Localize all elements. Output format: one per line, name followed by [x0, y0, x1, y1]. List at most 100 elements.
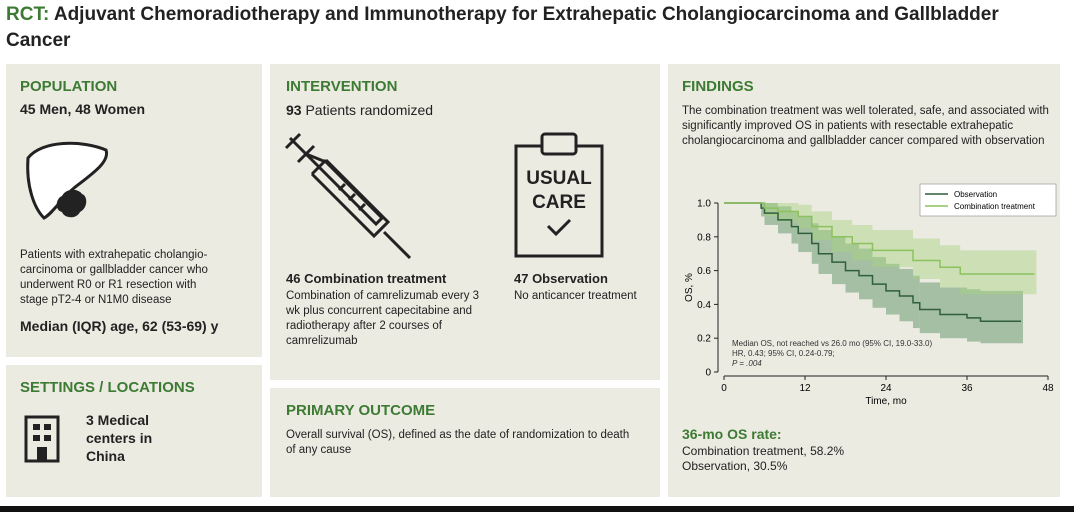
y-tick-label: 0 — [705, 368, 711, 379]
arm-text: Combination of camrelizumab every 3 wk p… — [286, 289, 479, 349]
line: The combination treatment was well toler… — [682, 105, 1049, 117]
y-tick-label: 0.4 — [697, 300, 711, 311]
intervention-panel: INTERVENTION 93 Patients randomized USUA… — [270, 64, 660, 380]
ci-band — [859, 248, 873, 300]
line: 3 Medical — [86, 412, 150, 428]
bottom-border — [0, 506, 1074, 512]
line: cholangiocarcinoma and gallbladder cance… — [682, 135, 1045, 147]
outcome-panel: PRIMARY OUTCOME Overall survival (OS), d… — [270, 388, 660, 497]
ci-band — [913, 275, 920, 329]
ci-band — [818, 230, 832, 274]
ci-band — [940, 245, 961, 288]
line: stage pT2-4 or N1M0 disease — [20, 294, 172, 306]
line: centers in — [86, 430, 153, 446]
ci-band — [940, 287, 967, 339]
description: Patients with extrahepatic cholangio- ca… — [20, 248, 208, 308]
line: carcinoma or gallbladder cancer who — [20, 264, 208, 276]
heading: SETTINGS / LOCATIONS — [20, 379, 195, 396]
x-tick-label: 12 — [799, 383, 811, 394]
y-tick-label: 0.6 — [697, 266, 711, 277]
icon-text: CARE — [532, 192, 586, 213]
x-tick-label: 24 — [880, 383, 892, 394]
settings-panel: SETTINGS / LOCATIONS 3 Medical centers i… — [6, 365, 262, 497]
count-text: Patients randomized — [305, 102, 434, 118]
ci-band — [832, 219, 853, 253]
ci-band — [778, 203, 799, 222]
x-tick-label: 48 — [1042, 383, 1054, 394]
findings-text: The combination treatment was well toler… — [682, 104, 1049, 149]
outcome-text: Overall survival (OS), defined as the da… — [286, 428, 629, 458]
ci-band — [811, 211, 832, 241]
arm-text: No anticancer treatment — [514, 289, 637, 304]
line: of any cause — [286, 444, 352, 456]
line: Combination of camrelizumab every 3 — [286, 290, 480, 302]
title-text: Adjuvant Chemoradiotherapy and Immunothe… — [6, 4, 999, 51]
ci-band — [832, 236, 846, 285]
survival-line — [724, 202, 1035, 275]
sex: 45 Men, 48 Women — [20, 101, 146, 117]
y-tick-label: 0.2 — [697, 334, 711, 345]
population-panel: POPULATION 45 Men, 48 Women Patients wit… — [6, 64, 262, 357]
y-tick-label: 0.8 — [697, 232, 711, 243]
line: significantly improved OS in patients wi… — [682, 120, 1014, 132]
rates: Combination treatment, 58.2% Observation… — [682, 444, 844, 474]
line: radiotherapy after 2 courses of — [286, 320, 442, 332]
ci-band — [899, 268, 913, 322]
legend-box — [919, 183, 1057, 217]
x-tick-label: 0 — [721, 383, 727, 394]
annotation: P = .004 — [732, 359, 762, 368]
settings-text: 3 Medical centers in China — [86, 411, 152, 465]
ci-band — [764, 203, 778, 217]
line: Overall survival (OS), defined as the da… — [286, 429, 630, 441]
y-tick-label: 1.0 — [697, 199, 711, 210]
ci-band — [845, 243, 859, 293]
x-tick-label: 36 — [961, 383, 973, 394]
ci-band — [967, 289, 981, 342]
line: China — [86, 448, 125, 464]
ci-band — [872, 257, 886, 308]
ci-band — [761, 203, 765, 217]
ci-band — [980, 290, 1021, 344]
ci-band — [1034, 250, 1037, 295]
icon-text: USUAL — [526, 168, 592, 189]
ci-band — [919, 282, 940, 334]
ci-band — [872, 230, 913, 268]
ci-band — [886, 263, 900, 315]
title: RCT: Adjuvant Chemoradiotherapy and Immu… — [6, 2, 1006, 54]
line: No anticancer treatment — [514, 290, 637, 302]
arm-title: 47 Observation — [514, 271, 608, 286]
age: Median (IQR) age, 62 (53-69) y — [20, 318, 219, 334]
legend-label: Observation — [954, 190, 997, 199]
rate-heading: 36-mo OS rate: — [682, 426, 782, 442]
syringe-icon — [284, 132, 412, 260]
line: wk plus concurrent capecitabine and — [286, 305, 473, 317]
line: Patients with extrahepatic cholangio- — [20, 249, 208, 261]
arm-title: 46 Combination treatment — [286, 271, 447, 286]
legend-label: Combination treatment — [954, 202, 1036, 211]
heading: PRIMARY OUTCOME — [286, 402, 436, 419]
line: Combination treatment, 58.2% — [682, 444, 845, 458]
ci-band — [960, 250, 1035, 295]
clipboard-icon: USUAL CARE — [514, 132, 604, 258]
line: camrelizumab — [286, 335, 358, 347]
ci-band — [852, 224, 873, 261]
line: underwent R0 or R1 resection with — [20, 279, 197, 291]
liver-icon — [26, 141, 109, 220]
x-axis-label: Time, mo — [865, 396, 907, 407]
ci-band — [798, 216, 812, 253]
heading: POPULATION — [20, 78, 118, 95]
km-chart: 0 0.2 0.4 0.6 0.8 1.0 0 12 24 36 48 Time, mo OS, % Me… — [684, 183, 1057, 407]
findings-panel: FINDINGS The combination treatment was w… — [668, 64, 1060, 497]
y-axis-label: OS, % — [684, 273, 695, 302]
title-label: RCT: — [6, 4, 50, 25]
ci-band — [791, 211, 799, 244]
annotation: HR, 0.43; 95% CI, 0.24-0.79; — [732, 349, 835, 358]
line: Observation, 30.5% — [682, 459, 788, 473]
heading: INTERVENTION — [286, 78, 398, 95]
survival-line — [724, 202, 1021, 323]
annotation: Median OS, not reached vs 26.0 mo (95% C… — [732, 339, 932, 348]
count: 93 — [286, 102, 302, 118]
ci-band — [913, 238, 940, 280]
ci-band — [1021, 290, 1023, 344]
